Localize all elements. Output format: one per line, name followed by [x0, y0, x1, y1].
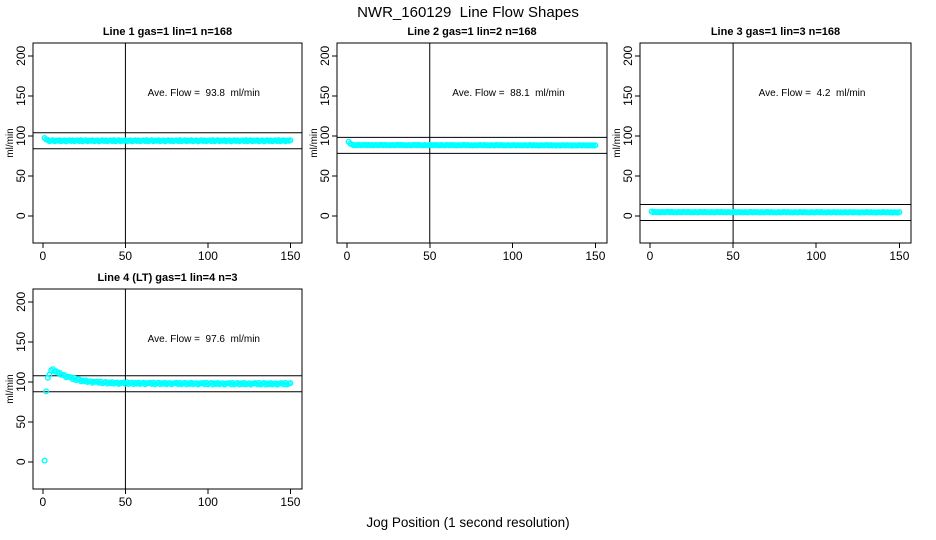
y-tick-label: 150	[318, 85, 332, 105]
x-axis-label: Jog Position (1 second resolution)	[366, 515, 570, 530]
data-points	[41, 134, 294, 145]
x-tick-label: 150	[280, 495, 300, 509]
plot-box	[336, 42, 608, 244]
y-tick-label: 0	[14, 212, 28, 219]
ave-flow-annotation: Ave. Flow = 93.8 ml/min	[148, 88, 260, 99]
y-axis: 0 50 100 150 200	[14, 291, 33, 465]
subplot-title: Line 4 (LT) gas=1 lin=4 n=3	[97, 272, 237, 284]
x-tick-label: 0	[647, 249, 654, 263]
y-tick-label: 100	[318, 125, 332, 145]
plot-box	[32, 288, 303, 490]
y-tick-label: 0	[14, 458, 28, 465]
y-tick-label: 100	[14, 125, 28, 145]
plot-box	[32, 42, 303, 244]
y-axis: 0 50 100 150 200	[318, 45, 337, 219]
y-tick-label: 50	[14, 415, 28, 429]
x-tick-label: 50	[119, 495, 133, 509]
data-points	[41, 366, 294, 464]
y-tick-label: 200	[14, 291, 28, 311]
x-tick-label: 100	[198, 249, 218, 263]
y-tick-label: 200	[14, 45, 28, 65]
x-tick-label: 50	[726, 249, 740, 263]
subplot-title: Line 2 gas=1 lin=2 n=168	[407, 26, 536, 38]
x-tick-label: 150	[889, 249, 909, 263]
y-tick-label: 50	[318, 169, 332, 183]
y-axis: 0 50 100 150 200	[14, 45, 33, 219]
subplot-line-1: 0 50 100 150 0 50 100 150 200 ml/min Line 1 gas=1 …	[5, 26, 303, 263]
x-tick-label: 150	[585, 249, 605, 263]
plot-box	[639, 42, 912, 244]
y-tick-label: 150	[14, 331, 28, 351]
x-axis: 0 50 100 150	[40, 243, 301, 263]
y-tick-label: 100	[14, 371, 28, 391]
subplot-line-2: 0 50 100 150 0 50 100 150 200 ml/min Line 2 gas=1 …	[309, 26, 608, 263]
subplot-title: Line 3 gas=1 lin=3 n=168	[711, 26, 840, 38]
x-tick-label: 0	[40, 249, 47, 263]
y-tick-label: 0	[621, 212, 635, 219]
ave-flow-annotation: Ave. Flow = 97.6 ml/min	[148, 334, 260, 345]
data-points	[345, 138, 599, 149]
x-tick-label: 0	[344, 249, 351, 263]
ave-flow-annotation: Ave. Flow = 4.2 ml/min	[759, 88, 866, 99]
x-tick-label: 100	[806, 249, 826, 263]
y-tick-label: 0	[318, 212, 332, 219]
y-tick-label: 50	[14, 169, 28, 183]
y-tick-label: 150	[14, 85, 28, 105]
ave-flow-annotation: Ave. Flow = 88.1 ml/min	[452, 88, 564, 99]
y-tick-label: 200	[621, 45, 635, 65]
y-tick-label: 100	[621, 125, 635, 145]
y-axis-title: ml/min	[612, 128, 623, 157]
x-axis: 0 50 100 150	[344, 243, 606, 263]
x-axis: 0 50 100 150	[40, 489, 301, 509]
x-tick-label: 50	[423, 249, 437, 263]
data-points	[648, 208, 903, 216]
y-axis: 0 50 100 150 200	[621, 45, 640, 219]
x-axis: 0 50 100 150	[647, 243, 910, 263]
subplot-title: Line 1 gas=1 lin=1 n=168	[103, 26, 232, 38]
y-axis-title: ml/min	[5, 374, 16, 403]
figure-title: NWR_160129 Line Flow Shapes	[357, 4, 579, 21]
y-tick-label: 50	[621, 169, 635, 183]
subplot-line-3: 0 50 100 150 0 50 100 150 200 ml/min Line 3 gas=1 …	[612, 26, 912, 263]
y-tick-label: 200	[318, 45, 332, 65]
y-axis-title: ml/min	[309, 128, 320, 157]
x-tick-label: 50	[119, 249, 133, 263]
x-tick-label: 100	[503, 249, 523, 263]
y-axis-title: ml/min	[5, 128, 16, 157]
x-tick-label: 100	[198, 495, 218, 509]
x-tick-label: 150	[280, 249, 300, 263]
x-tick-label: 0	[40, 495, 47, 509]
subplot-line-4: 0 50 100 150 0 50 100 150 200 ml/min Line 4 (LT) g…	[5, 272, 303, 509]
y-tick-label: 150	[621, 85, 635, 105]
